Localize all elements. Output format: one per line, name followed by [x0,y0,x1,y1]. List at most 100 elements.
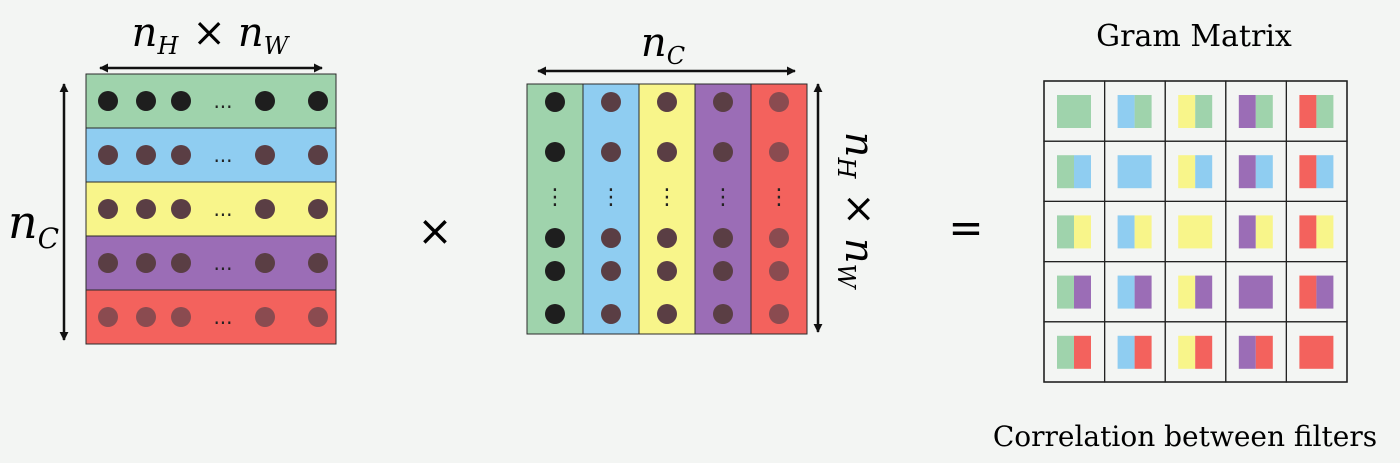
left-matrix-dot [171,199,191,219]
right-matrix-dot [713,228,733,248]
left-matrix-row-band [85,73,337,129]
right-matrix-dot [769,228,789,248]
gram-matrix-swatch-left [1057,335,1074,369]
right-matrix-dot [601,228,621,248]
gram-matrix-swatch-left [1057,275,1074,309]
gram-matrix-swatch-left [1178,275,1196,309]
right-matrix-dot [545,92,565,112]
gram-matrix-swatch-right [1195,275,1213,309]
left-matrix-dot [255,307,275,327]
gram-matrix-swatch-left [1238,95,1256,128]
left-matrix-dot [171,307,191,327]
gram-matrix-swatch-left [1238,155,1256,189]
right-matrix-ellipsis: ⋮ [712,185,734,210]
gram-matrix-swatch-right [1195,95,1213,128]
gram-matrix-swatch-left [1178,155,1196,189]
left-matrix-row: ... [85,181,337,237]
left-matrix-dot [308,199,328,219]
left-matrix-dot [136,91,156,111]
gram-matrix-swatch-right [1195,335,1213,369]
left-matrix-dot [136,253,156,273]
right-matrix-width-label: nC [641,20,685,70]
right-matrix-dot [601,142,621,162]
right-matrix-column-band [526,83,584,335]
gram-matrix-swatch-left [1299,215,1317,249]
right-matrix-column: ⋮ [694,83,752,335]
left-matrix-width-label: nH × nW [132,10,291,60]
left-matrix-row-band [85,127,337,183]
gram-matrix-swatch-right [1316,155,1334,189]
left-matrix-dot [308,91,328,111]
gram-matrix-swatch-left [1238,215,1256,249]
gram-matrix-cell [1225,200,1288,263]
gram-matrix-swatch-left [1178,335,1196,369]
gram-matrix-swatch-right [1255,95,1273,128]
right-matrix-column: ⋮ [638,83,696,335]
left-matrix-dot [136,145,156,165]
gram-matrix: Gram Matrix Correlation between filters [993,19,1377,453]
right-matrix-dot [657,142,677,162]
right-matrix-column: ⋮ [526,83,584,335]
gram-matrix-swatch-right [1255,155,1273,189]
left-matrix-dot [136,199,156,219]
gram-matrix-swatch-right [1074,335,1091,369]
left-matrix-dot [255,91,275,111]
left-matrix-row-band [85,289,337,345]
right-matrix-ellipsis: ⋮ [656,185,678,210]
right-matrix-dot [713,304,733,324]
left-matrix: nH × nW nC ............... [8,10,337,345]
equals-sign: = [948,203,983,252]
right-matrix-column-band [694,83,752,335]
gram-matrix-swatch-right [1134,95,1152,128]
right-matrix-column: ⋮ [750,83,808,335]
gram-matrix-cell-border [1285,321,1348,383]
left-matrix-ellipsis: ... [213,305,232,329]
right-matrix-height-label: nH×nW [832,132,882,291]
left-matrix-row-band [85,181,337,237]
gram-matrix-swatch [1238,275,1273,309]
gram-matrix-swatch-right [1074,155,1091,189]
right-matrix-column: ⋮ [582,83,640,335]
gram-matrix-cell [1225,321,1288,383]
gram-matrix-cell [1103,321,1166,383]
left-matrix-row: ... [85,289,337,345]
gram-matrix-swatch-right [1255,215,1273,249]
right-matrix-dot [545,304,565,324]
gram-matrix-swatch-left [1117,215,1135,249]
right-matrix-dot [545,228,565,248]
right-matrix-dot [545,142,565,162]
gram-matrix-swatch-right [1134,215,1152,249]
left-matrix-dot [308,307,328,327]
right-matrix-dot [545,261,565,281]
left-matrix-ellipsis: ... [213,251,232,275]
right-matrix-ellipsis: ⋮ [768,185,790,210]
left-matrix-ellipsis: ... [213,89,232,113]
left-matrix-dot [98,253,118,273]
gram-matrix-swatch-left [1117,275,1135,309]
left-matrix-dot [98,91,118,111]
left-matrix-dot [136,307,156,327]
left-matrix-dot [308,145,328,165]
gram-matrix-swatch-left [1238,335,1256,369]
gram-matrix-swatch-right [1316,95,1334,128]
gram-matrix-swatch-left [1117,95,1135,128]
right-matrix-dot [657,261,677,281]
right-matrix-dot [601,261,621,281]
right-matrix: nC nH×nW ⋮ ⋮ ⋮ ⋮ ⋮ [526,20,882,335]
gram-matrix-swatch-right [1195,155,1213,189]
right-matrix-dot [657,228,677,248]
gram-matrix-swatch-right [1074,215,1091,249]
gram-matrix-swatch-left [1057,155,1074,189]
gram-matrix-swatch [1178,215,1213,249]
gram-matrix-swatch [1057,95,1091,128]
right-matrix-dot [657,304,677,324]
right-matrix-dot [769,92,789,112]
right-matrix-dot [713,142,733,162]
right-matrix-dot [657,92,677,112]
left-matrix-dot [171,253,191,273]
left-matrix-dot [98,199,118,219]
left-matrix-dot [255,253,275,273]
gram-matrix-swatch-right [1134,275,1152,309]
gram-matrix-swatch-left [1299,275,1317,309]
